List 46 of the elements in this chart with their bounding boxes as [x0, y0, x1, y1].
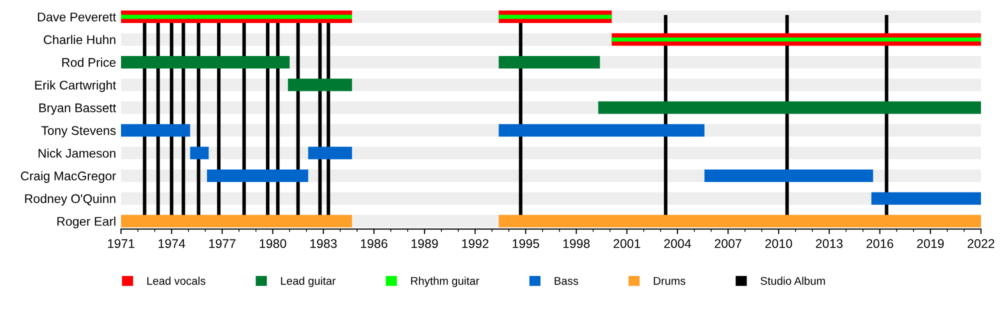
- x-tick-label: 1995: [512, 239, 540, 248]
- bar: [207, 169, 308, 182]
- bar: [121, 56, 290, 68]
- legend-label: Rhythm guitar: [411, 276, 480, 288]
- x-tick-label: 1983: [310, 239, 337, 248]
- y-tick-label: Dave Peverett: [38, 12, 116, 22]
- x-tick-label: 2022: [968, 239, 994, 248]
- bar: [121, 14, 352, 19]
- bar: [871, 192, 981, 205]
- x-tick-label: 1971: [108, 239, 134, 248]
- y-tick-label: Nick Jameson: [38, 148, 116, 158]
- y-tick-label: Tony Stevens: [41, 126, 116, 138]
- bar: [704, 169, 874, 182]
- bar: [498, 124, 704, 137]
- bar: [498, 56, 600, 68]
- y-tick-label: Charlie Huhn: [44, 34, 116, 44]
- x-tick-label: 2010: [765, 239, 792, 248]
- x-tick-label: 1986: [360, 239, 388, 248]
- x-tick-label: 1974: [158, 239, 186, 248]
- legend-label: Bass: [554, 277, 578, 285]
- x-tick-label: 2013: [816, 239, 843, 248]
- bar: [190, 146, 209, 160]
- x-tick-label: 2004: [664, 239, 692, 248]
- y-tick-label: Rod Price: [62, 58, 116, 67]
- x-tick-label: 1977: [209, 239, 236, 248]
- y-tick-label: Craig MacGregor: [20, 171, 116, 183]
- x-tick-label: 2007: [714, 239, 742, 248]
- y-tick-label: Erik Cartwright: [35, 80, 116, 92]
- y-tick-label: Rodney O'Quinn: [25, 194, 116, 206]
- legend-label: Drums: [654, 277, 686, 285]
- legend-label: Lead vocals: [147, 276, 206, 285]
- legend-label: Lead guitar: [281, 276, 336, 288]
- x-tick-label: 1980: [260, 239, 286, 248]
- x-tick-label: 1992: [462, 239, 488, 248]
- bar: [498, 14, 612, 19]
- legend-label: Studio Album: [760, 276, 825, 285]
- x-tick-label: 2001: [614, 239, 640, 248]
- y-tick-label: Roger Earl: [57, 216, 116, 228]
- x-tick-label: 1989: [412, 239, 438, 248]
- y-tick-label: Bryan Bassett: [39, 104, 116, 115]
- bar: [121, 124, 190, 137]
- bar: [308, 146, 352, 160]
- bar: [288, 78, 352, 92]
- x-tick-label: 2019: [917, 239, 944, 248]
- x-tick-label: 2016: [866, 239, 894, 248]
- x-tick-label: 1998: [563, 239, 590, 248]
